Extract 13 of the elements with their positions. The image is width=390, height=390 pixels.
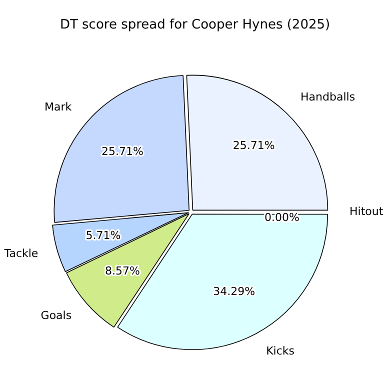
data-label: 25.71%: [232, 139, 275, 152]
slice-label: Mark: [44, 100, 72, 114]
slice-label: Goals: [40, 309, 72, 322]
data-label: 5.71%: [86, 229, 121, 242]
data-label: 25.71%: [102, 144, 144, 158]
text: 0.00%: [264, 210, 300, 224]
slice-label: Tackle: [3, 246, 38, 260]
category-label: Hitout: [350, 204, 384, 218]
chart-title: DT score spread for Cooper Hynes (2025): [60, 17, 330, 32]
data-label: 34.29%: [213, 285, 256, 298]
data-label: 8.57%: [104, 264, 140, 278]
slice-label: Kicks: [266, 344, 295, 358]
slice-label: Handballs: [300, 90, 356, 104]
